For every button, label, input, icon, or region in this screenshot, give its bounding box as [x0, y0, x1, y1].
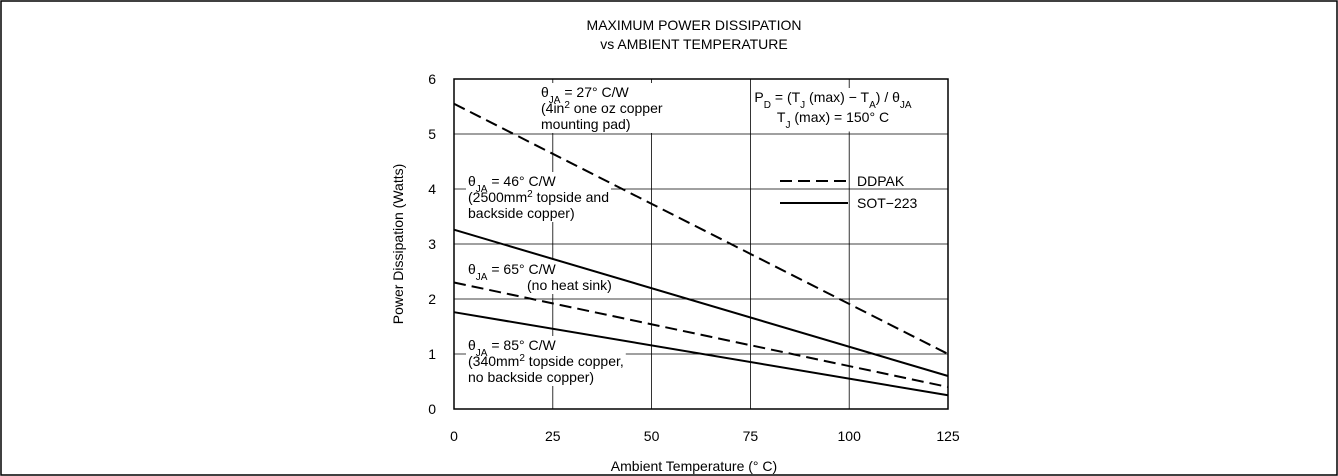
annotation-run: (340mm: [468, 353, 519, 369]
annotation-run: θ: [541, 84, 549, 100]
annotation-line: no backside copper): [468, 369, 594, 385]
y-tick-label: 3: [428, 236, 436, 252]
annotation-run: (no heat sink): [527, 277, 612, 293]
annotation-run: θ: [468, 261, 476, 277]
annotation-line: θJA = 46° C/W: [468, 173, 556, 195]
annotation-bg: [466, 260, 614, 294]
annotation-line: θJA = 27° C/W: [541, 84, 629, 106]
annotation-run: JA: [549, 95, 561, 106]
annotation-run: (max) − T: [805, 89, 869, 105]
y-axis-label: Power Dissipation (Watts): [390, 164, 406, 325]
x-tick-label: 50: [644, 428, 660, 444]
annotation-run: = 27° C/W: [560, 84, 629, 100]
x-tick-label: 75: [743, 428, 759, 444]
annotation-run: backside copper): [468, 205, 575, 221]
annotation-bg: [539, 83, 665, 133]
annotation-run: JA: [476, 272, 488, 283]
plot-frame: [453, 78, 949, 410]
annotation: θJA = 46° C/W(2500mm2 topside andbacksid…: [466, 172, 611, 222]
annotation-bg: [466, 172, 611, 222]
annotation-run: J: [785, 120, 790, 131]
annotation-line: θJA = 85° C/W: [468, 337, 556, 359]
series-line: [453, 311, 949, 397]
annotation-run: no backside copper): [468, 369, 594, 385]
annotation-line: (no heat sink): [527, 277, 612, 293]
annotation-run: JA: [476, 184, 488, 195]
annotation: θJA = 85° C/W(340mm2 topside copper,no b…: [466, 336, 626, 386]
x-axis-label: Ambient Temperature (° C): [611, 458, 777, 474]
annotation-run: 2: [564, 100, 570, 111]
y-tick-label: 1: [428, 346, 436, 362]
x-tick-label: 0: [450, 428, 458, 444]
annotation-line: mounting pad): [541, 116, 631, 132]
chart-title: vs AMBIENT TEMPERATURE: [600, 36, 787, 52]
annotation-run: 2: [519, 353, 525, 364]
annotation-run: = 46° C/W: [487, 173, 556, 189]
chart-title: MAXIMUM POWER DISSIPATION: [587, 17, 802, 33]
annotation-run: (2500mm: [468, 189, 527, 205]
annotation-run: θ: [468, 337, 476, 353]
x-tick-label: 125: [936, 428, 960, 444]
annotation-run: J: [800, 100, 805, 111]
annotation-run: JA: [476, 348, 488, 359]
annotation: θJA = 27° C/W(4in2 one oz coppermounting…: [539, 83, 665, 133]
series-line: [453, 102, 949, 355]
annotation-run: = 65° C/W: [487, 261, 556, 277]
annotation-run: JA: [900, 100, 912, 111]
annotation-run: (4in: [541, 100, 564, 116]
legend-label: SOT−223: [857, 195, 918, 211]
y-tick-label: 0: [428, 401, 436, 417]
annotation-run: 2: [527, 189, 533, 200]
annotation-line: θJA = 65° C/W: [468, 261, 556, 283]
annotation-run: θ: [468, 173, 476, 189]
annotation-run: P: [754, 89, 763, 105]
annotation-run: one oz copper: [570, 100, 663, 116]
series-line: [453, 281, 949, 388]
annotation-run: = 85° C/W: [487, 337, 556, 353]
annotation-run: mounting pad): [541, 116, 631, 132]
legend-label: DDPAK: [857, 173, 905, 189]
y-tick-label: 2: [428, 291, 436, 307]
annotation-run: (max) = 150° C: [790, 109, 889, 125]
annotation-run: topside copper,: [525, 353, 624, 369]
annotation-line: (340mm2 topside copper,: [468, 353, 624, 370]
annotation-line: TJ (max) = 150° C: [777, 109, 889, 131]
annotation-run: topside and: [533, 189, 609, 205]
x-tick-label: 25: [545, 428, 561, 444]
y-tick-label: 6: [428, 71, 436, 87]
annotation-run: D: [764, 100, 771, 111]
annotation-run: ) / θ: [876, 89, 900, 105]
annotation-line: (2500mm2 topside and: [468, 189, 609, 206]
x-tick-label: 100: [838, 428, 862, 444]
annotation-line: PD = (TJ (max) − TA) / θJA: [754, 89, 911, 111]
y-tick-label: 5: [428, 126, 436, 142]
y-tick-label: 4: [428, 181, 436, 197]
series-line: [453, 228, 949, 377]
annotation-line: backside copper): [468, 205, 575, 221]
annotation-bg: [752, 88, 914, 132]
annotation: θJA = 65° C/W(no heat sink): [466, 260, 614, 294]
annotation-run: = (T: [771, 89, 801, 105]
annotation-line: (4in2 one oz copper: [541, 100, 663, 117]
annotation-run: T: [777, 109, 786, 125]
annotation-bg: [466, 336, 626, 386]
annotation-run: A: [869, 100, 876, 111]
